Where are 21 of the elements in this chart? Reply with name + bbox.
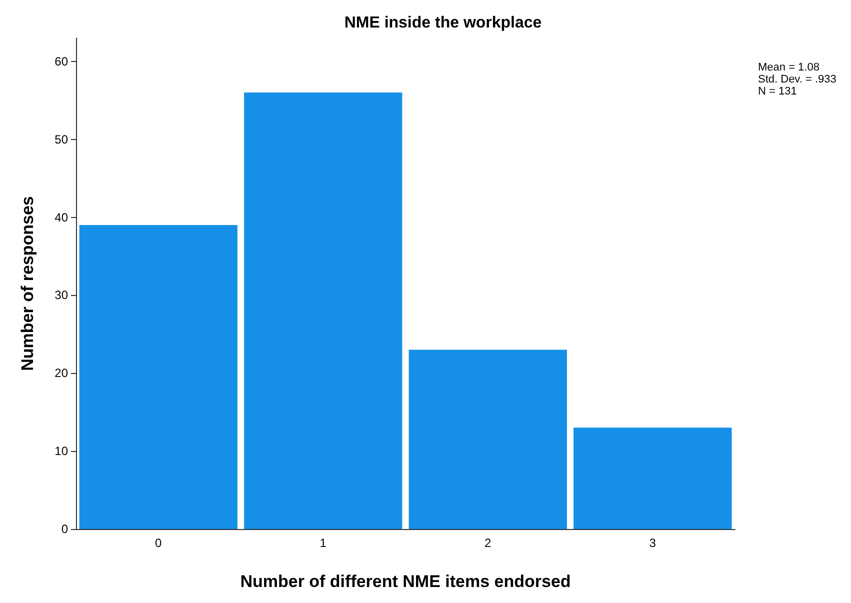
chart-title: NME inside the workplace [344, 14, 542, 32]
text: N = 131 [758, 86, 797, 98]
y-tick-label: 0 [61, 522, 68, 536]
y-tick-label: 20 [54, 366, 68, 380]
bar [79, 225, 238, 529]
bar [574, 428, 732, 529]
bar [408, 350, 567, 529]
y-tick-label: 40 [54, 210, 68, 224]
y-tick-label: 30 [54, 288, 68, 302]
x-tick-label: 3 [649, 536, 656, 550]
bar [244, 92, 402, 529]
y-tick-label: 60 [54, 54, 68, 68]
y-tick-label: 10 [54, 444, 68, 458]
y-tick-label: 50 [54, 132, 68, 146]
x-tick-label: 2 [484, 536, 492, 550]
x-tick-label: 0 [155, 536, 162, 550]
text: Mean = 1.08 [758, 62, 820, 74]
y-axis-title: Number of responses [18, 196, 37, 371]
text: Std. Dev. = .933 [758, 74, 836, 86]
x-axis-title: Number of different NME items endorsed [240, 572, 571, 591]
x-tick-label: 1 [320, 536, 327, 550]
